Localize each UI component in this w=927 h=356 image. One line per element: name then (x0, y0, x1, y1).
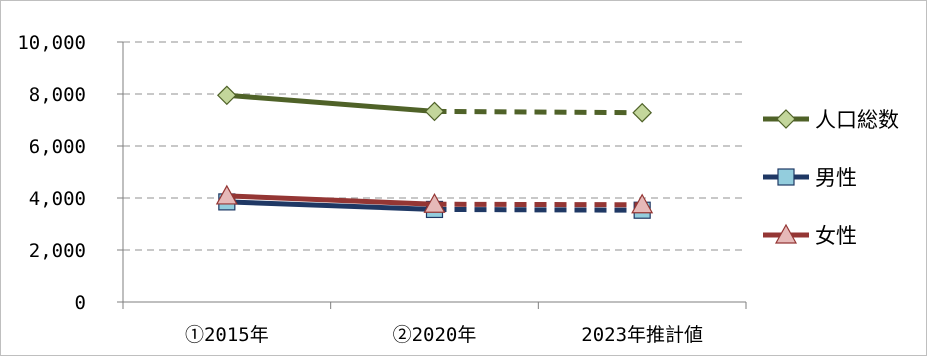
y-tick-label: 8,000 (29, 84, 86, 106)
y-tick-label: 10,000 (17, 32, 86, 54)
data-point-2 (424, 101, 445, 122)
y-tick-label: 4,000 (29, 188, 86, 210)
data-point-2 (423, 193, 446, 213)
axes (117, 41, 747, 309)
series-1 (216, 85, 653, 123)
data-point-3 (632, 102, 653, 123)
x-tick-label: ②2020年 (393, 324, 477, 346)
x-tick-label: ①2015年 (185, 324, 269, 346)
y-axis-tick-labels: 0 2,000 4,000 6,000 8,000 10,000 (17, 32, 86, 314)
legend-item-3: 女性 (763, 223, 857, 248)
legend-label: 女性 (815, 224, 857, 248)
series-line-projection (434, 108, 643, 116)
series-line-solid (224, 92, 437, 114)
y-tick-label: 6,000 (29, 136, 86, 158)
series-line-solid (224, 199, 437, 212)
series-line-projection (434, 201, 643, 208)
x-tick-label: 2023年推計値 (581, 324, 703, 346)
data-point-1 (215, 184, 238, 205)
series-group (215, 85, 654, 219)
series-line-solid (224, 193, 437, 207)
series-3 (215, 184, 654, 214)
x-axis-tick-labels: ①2015年 ②2020年 2023年推計値 (185, 324, 703, 346)
grid-lines (123, 41, 746, 251)
legend-label: 男性 (815, 166, 857, 190)
y-tick-label: 2,000 (29, 240, 86, 262)
data-point-3 (631, 193, 654, 214)
legend-item-1: 人口総数 (763, 108, 899, 132)
legend-item-2: 男性 (763, 166, 857, 190)
data-point-1 (216, 85, 237, 106)
legend-label: 人口総数 (815, 108, 899, 132)
legend-marker (774, 223, 798, 244)
legend-marker (776, 109, 796, 129)
legend-marker (777, 168, 795, 186)
series-line-projection (434, 206, 643, 213)
y-tick-label: 0 (75, 292, 86, 314)
